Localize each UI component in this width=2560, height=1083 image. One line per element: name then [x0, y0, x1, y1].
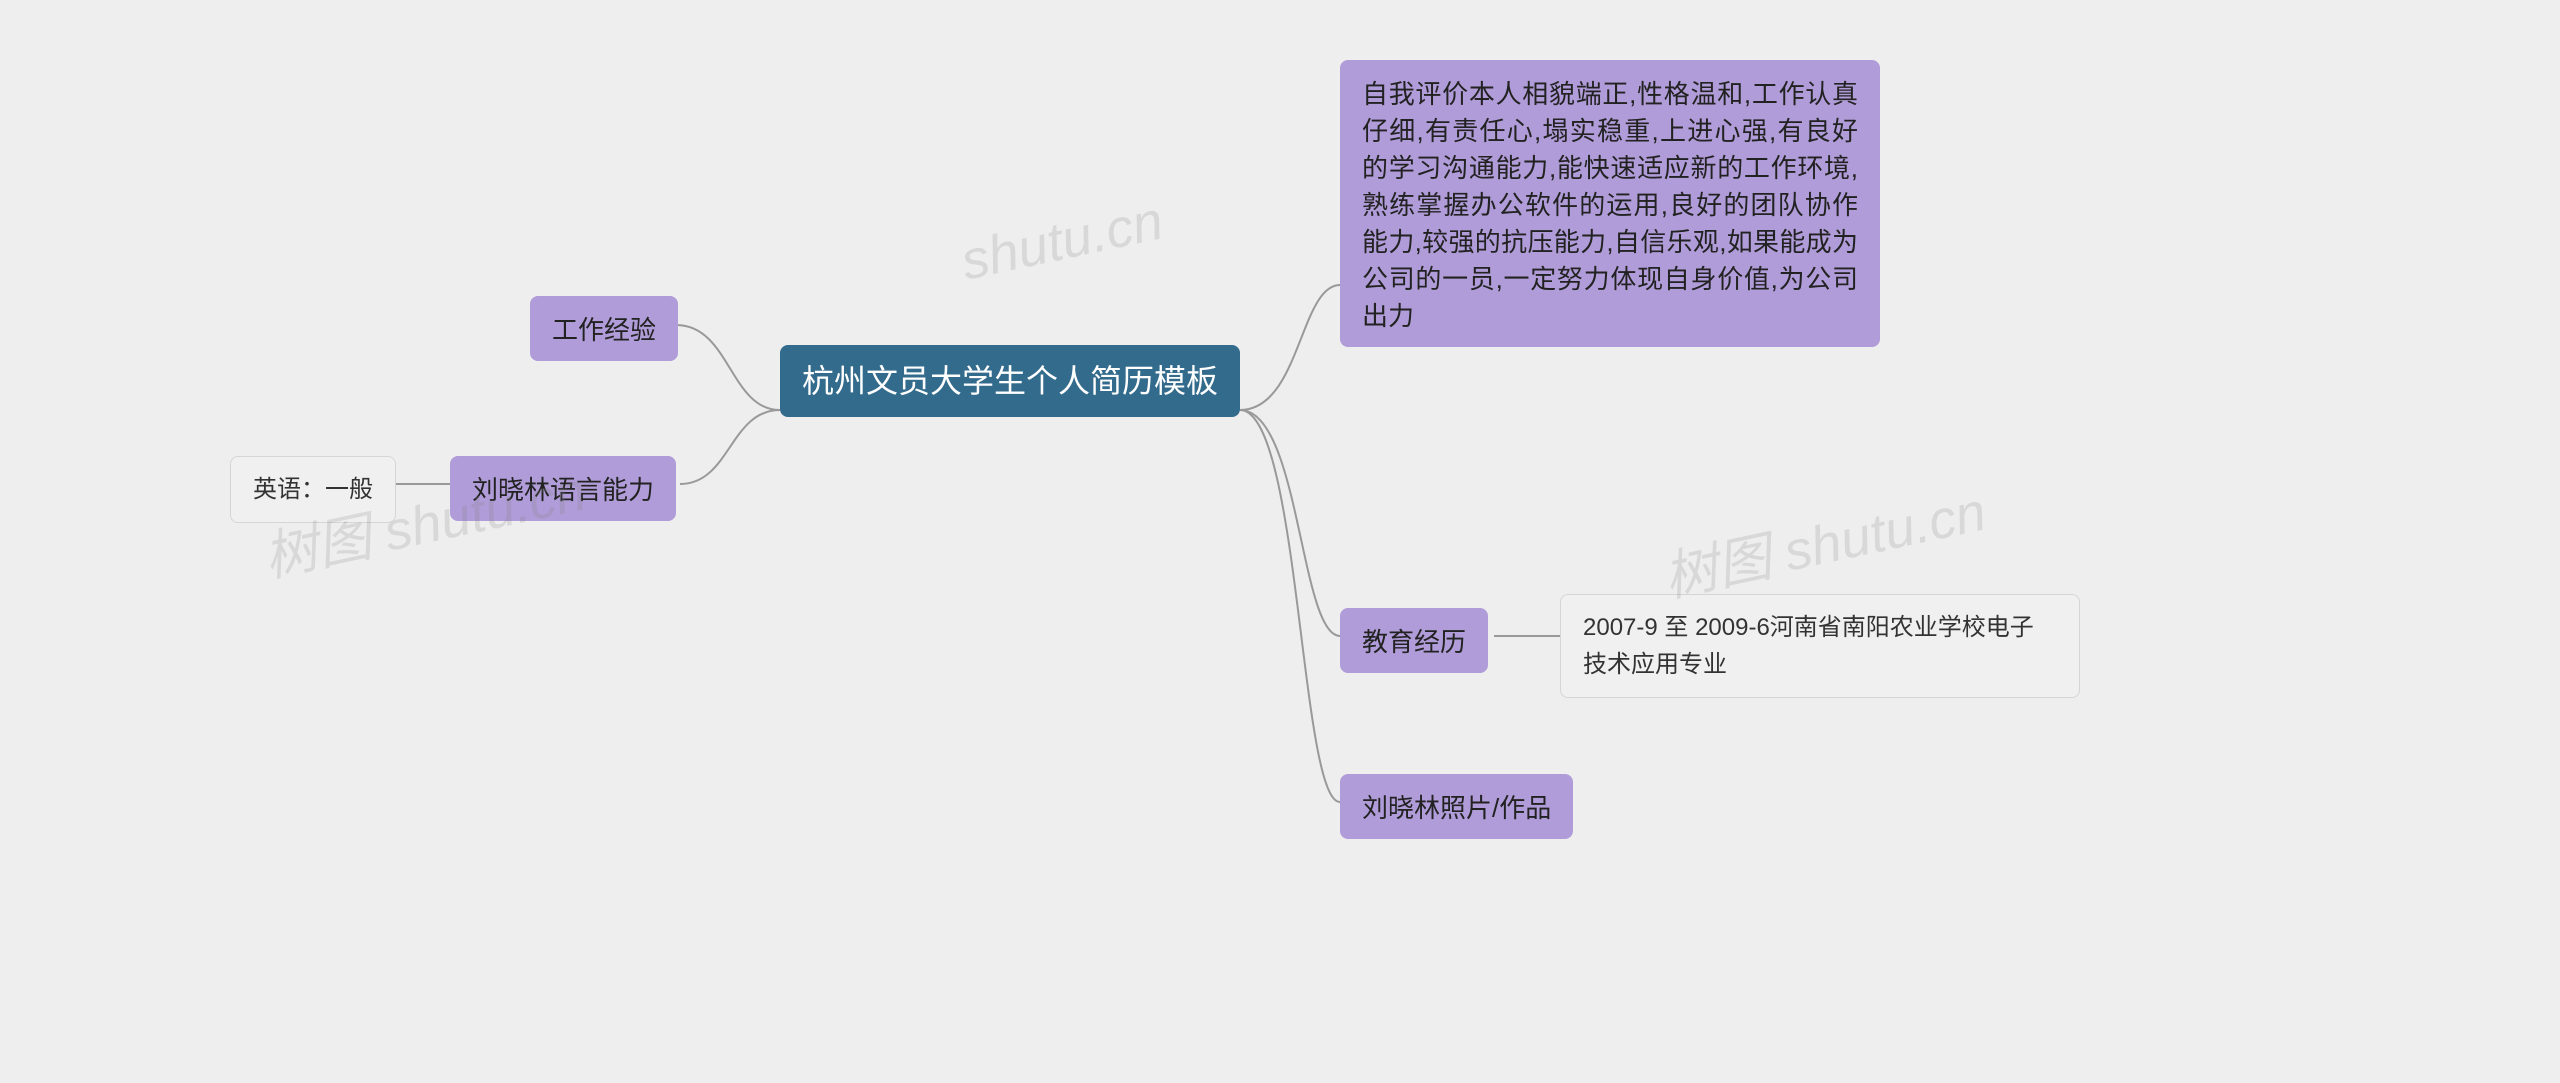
branch-label: 刘晓林照片/作品 — [1362, 788, 1551, 825]
branch-label: 自我评价本人相貌端正,性格温和,工作认真仔细,有责任心,塌实稳重,上进心强,有良… — [1362, 74, 1858, 333]
watermark: 树图 shutu.cn — [1655, 467, 1991, 612]
branch-self-evaluation[interactable]: 自我评价本人相貌端正,性格温和,工作认真仔细,有责任心,塌实稳重,上进心强,有良… — [1340, 60, 1880, 347]
leaf-label: 2007-9 至 2009-6河南省南阳农业学校电子技术应用专业 — [1583, 609, 2057, 683]
branch-label: 教育经历 — [1362, 622, 1466, 659]
leaf-english-level[interactable]: 英语：一般 — [230, 456, 396, 523]
branch-education[interactable]: 教育经历 — [1340, 608, 1488, 673]
watermark: shutu.cn — [956, 189, 1169, 292]
branch-label: 刘晓林语言能力 — [472, 470, 654, 507]
mindmap-center[interactable]: 杭州文员大学生个人简历模板 — [780, 345, 1240, 417]
center-label: 杭州文员大学生个人简历模板 — [802, 357, 1218, 405]
leaf-education-detail[interactable]: 2007-9 至 2009-6河南省南阳农业学校电子技术应用专业 — [1560, 594, 2080, 698]
branch-language-ability[interactable]: 刘晓林语言能力 — [450, 456, 676, 521]
connector-lines — [0, 0, 2560, 1083]
branch-photos-works[interactable]: 刘晓林照片/作品 — [1340, 774, 1573, 839]
branch-label: 工作经验 — [552, 310, 656, 347]
leaf-label: 英语：一般 — [253, 471, 373, 508]
branch-work-experience[interactable]: 工作经验 — [530, 296, 678, 361]
